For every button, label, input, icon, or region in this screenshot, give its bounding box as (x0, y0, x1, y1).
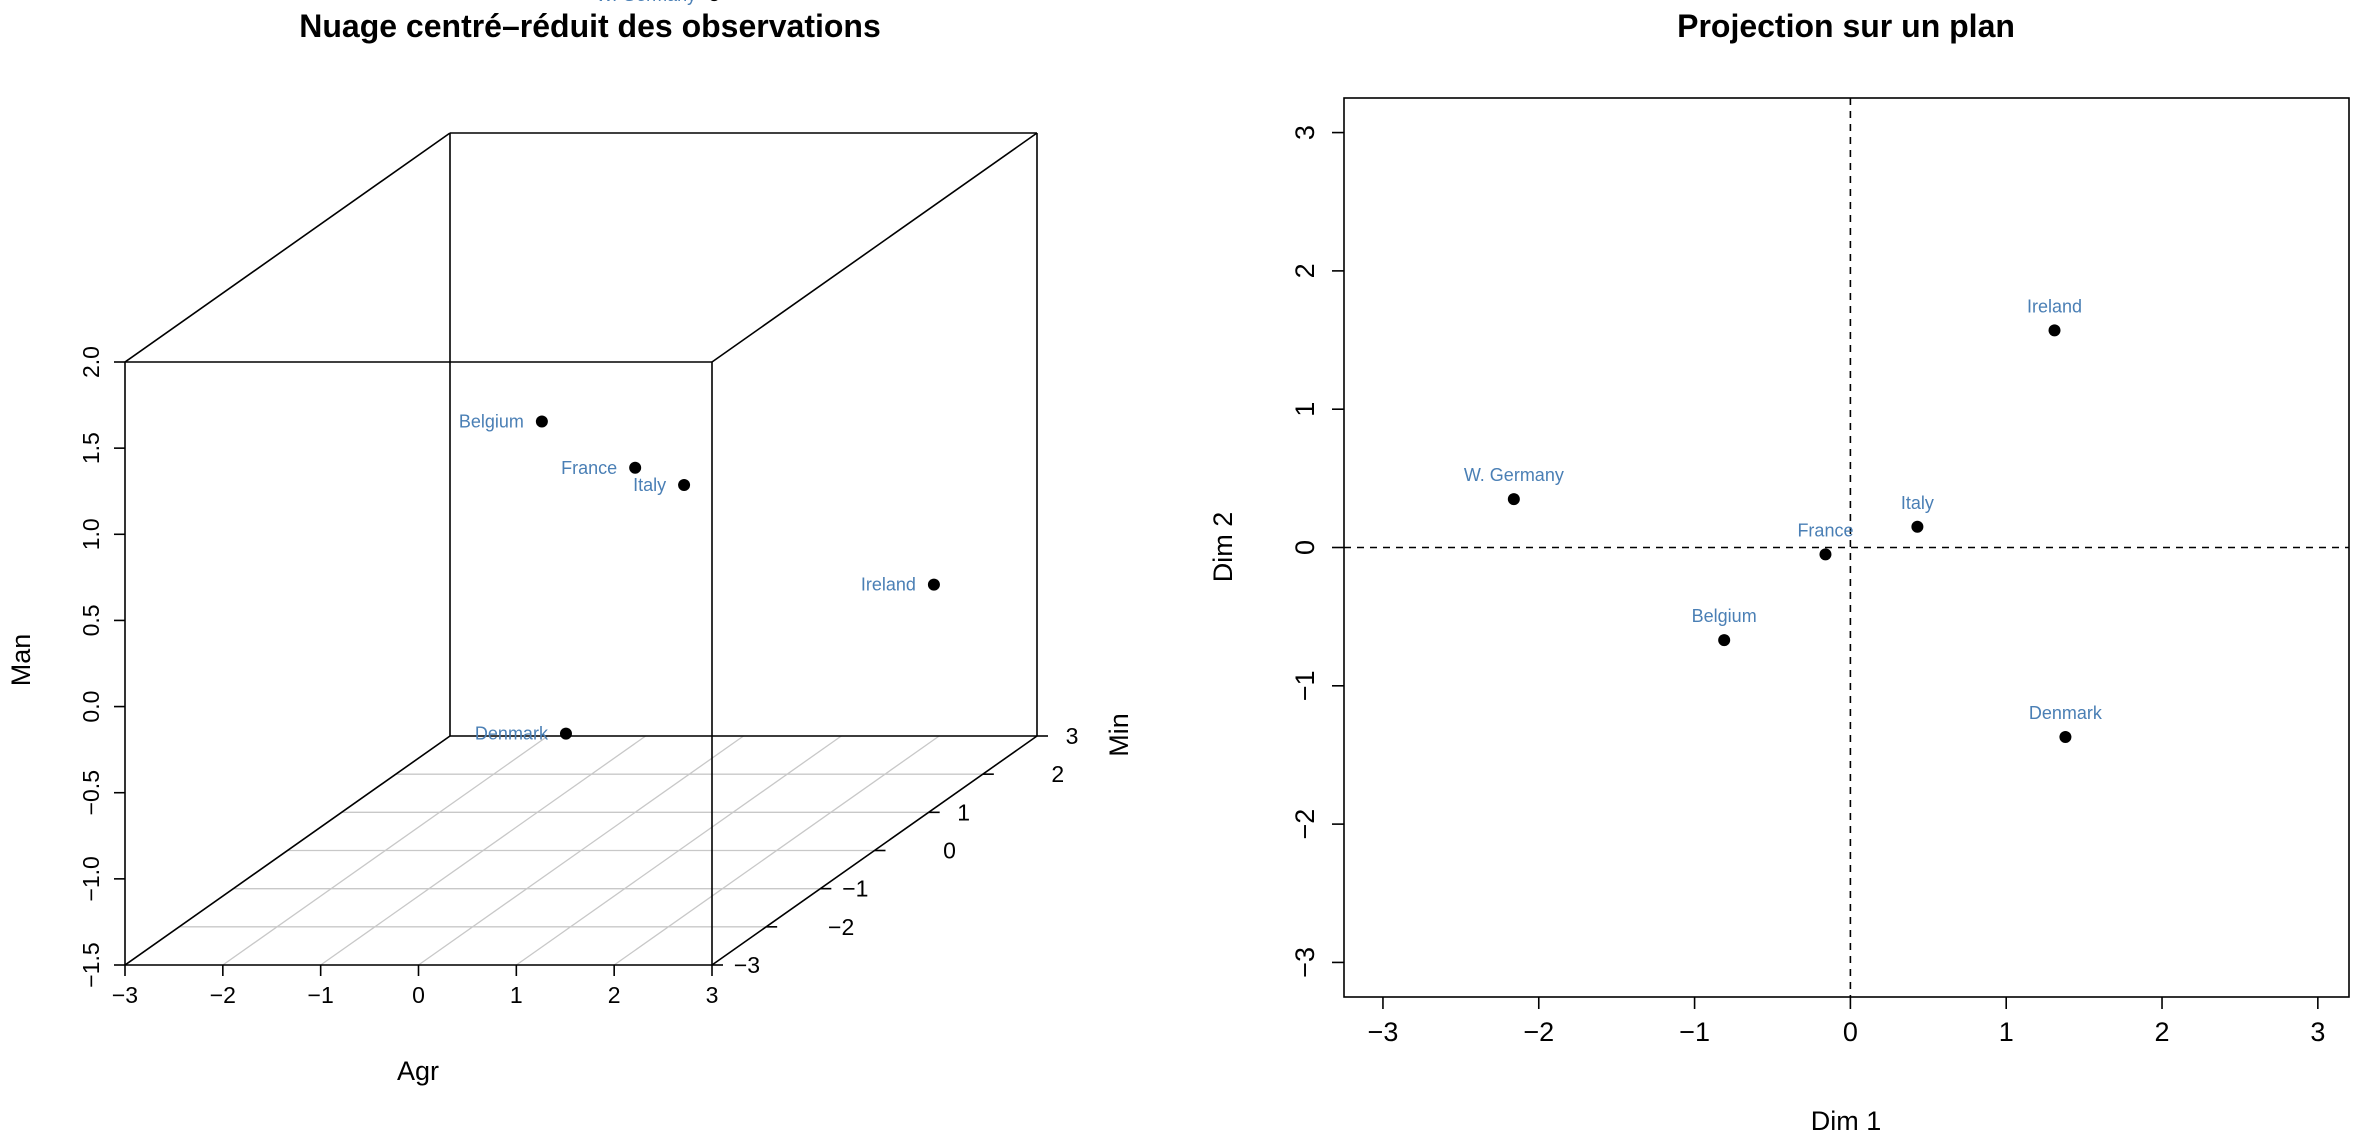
reference-lines (1344, 98, 2349, 997)
y-tick-label: 3 (1290, 125, 1320, 140)
z-axis-label: Man (6, 634, 36, 687)
y-tick-label: 0 (943, 838, 956, 864)
plot-frame (1343, 97, 2350, 998)
x-tick-label: −1 (308, 982, 334, 1008)
point-label: Belgium (1692, 606, 1757, 626)
z-tick-label: 2.0 (78, 346, 104, 378)
chart-2d-projection: Projection sur un plan −3 −2 −1 0 1 2 3 −3 −2 −1… (1208, 8, 2350, 1136)
cube-edge (124, 132, 451, 363)
z-tick-label: 1.0 (78, 518, 104, 550)
y-tick-label: −2 (1290, 809, 1320, 840)
x-axis-label: Agr (397, 1056, 439, 1086)
point-2d (1507, 493, 1520, 506)
point-2d (2048, 324, 2061, 337)
point-3d (678, 478, 691, 491)
chart-2d-title: Projection sur un plan (1677, 8, 2015, 44)
y-tick-label: 1 (957, 799, 970, 825)
point-3d (535, 415, 548, 428)
point-label: Ireland (861, 575, 916, 595)
y-tick-label: 3 (1066, 723, 1079, 749)
point-label: Italy (1901, 493, 1934, 513)
y-axis-label: Min (1104, 713, 1134, 757)
z-tick-label: −1.0 (78, 856, 104, 901)
y-tick-label: 0 (1290, 540, 1320, 555)
y-tick-label: 1 (1290, 402, 1320, 417)
y-tick-label: 2 (1290, 263, 1320, 278)
x-tick-label: −1 (1679, 1017, 1710, 1047)
x-axis-ticks: −3 −2 −1 0 1 2 3 (112, 965, 719, 1008)
points-3d: W. Germany Belgium France Italy Ireland Denma… (459, 0, 940, 744)
point-2d (1718, 634, 1731, 647)
z-tick-label: 1.5 (78, 432, 104, 464)
point-3d (559, 727, 572, 740)
x-tick-label: −2 (210, 982, 236, 1008)
cube-edge (711, 132, 1038, 363)
x-tick-label: −3 (112, 982, 138, 1008)
point-label: France (561, 458, 617, 478)
y-axis-label: Dim 2 (1208, 512, 1238, 583)
z-tick-label: −0.5 (78, 770, 104, 815)
chart-3d-title: Nuage centré–réduit des observations (299, 8, 881, 44)
point-label: Ireland (2027, 296, 2082, 316)
point-label: Italy (633, 475, 666, 495)
cube-box (124, 132, 1038, 966)
z-axis-ticks: −1.5 −1.0 −0.5 0.0 0.5 1.0 1.5 2.0 (78, 346, 125, 988)
point-2d (1911, 520, 1924, 533)
cube-edge (124, 735, 451, 966)
point-label: W. Germany (1464, 465, 1564, 485)
x-tick-label: −3 (1368, 1017, 1399, 1047)
point-2d (1819, 548, 1832, 561)
z-tick-label: −1.5 (78, 942, 104, 987)
point-label: Denmark (2029, 703, 2103, 723)
y-tick-label: −1 (842, 876, 868, 902)
y-tick-label: −1 (1290, 670, 1320, 701)
y-axis-ticks: −3 −2 −1 01 23 (712, 723, 1078, 978)
x-axis-ticks: −3 −2 −1 0 1 2 3 (1368, 997, 2325, 1047)
point-2d (2059, 730, 2072, 743)
point-label: Denmark (475, 724, 549, 744)
z-tick-label: 0.0 (78, 691, 104, 723)
point-label: France (1797, 520, 1853, 540)
x-tick-label: 1 (1999, 1017, 2014, 1047)
point-3d (927, 578, 940, 591)
y-tick-label: 2 (1051, 761, 1064, 787)
point-3d (710, 0, 718, 2)
y-tick-label: −2 (828, 914, 854, 940)
point-3d (629, 461, 642, 474)
x-axis-label: Dim 1 (1811, 1106, 1882, 1136)
y-tick-label: −3 (734, 952, 760, 978)
y-tick-label: −3 (1290, 947, 1320, 978)
point-label: W. Germany (596, 0, 696, 5)
x-tick-label: 1 (510, 982, 523, 1008)
x-tick-label: 3 (2310, 1017, 2325, 1047)
chart-3d-scatter: Nuage centré–réduit des observations −3−… (6, 0, 1134, 1086)
y-axis-ticks: −3 −2 −1 0 1 2 3 (1290, 125, 1344, 978)
point-label: Belgium (459, 412, 524, 432)
floor-grid (124, 735, 1038, 966)
x-tick-label: −2 (1523, 1017, 1554, 1047)
x-tick-label: 2 (2155, 1017, 2170, 1047)
z-tick-label: 0.5 (78, 604, 104, 636)
x-tick-label: 3 (706, 982, 719, 1008)
x-tick-label: 0 (412, 982, 425, 1008)
x-tick-label: 2 (608, 982, 621, 1008)
x-tick-label: 0 (1843, 1017, 1858, 1047)
points-2d: W. Germany France Italy Ireland Belgium Denma… (1464, 296, 2103, 743)
